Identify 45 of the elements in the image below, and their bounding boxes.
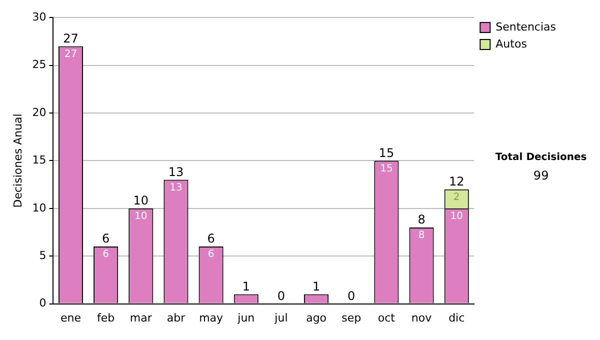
data-label: 2 [453, 192, 460, 203]
x-tick-label: nov [411, 311, 432, 324]
total-label: 13 [168, 164, 184, 179]
x-tick-label: sep [342, 311, 362, 324]
x-tick-label: mar [130, 311, 152, 324]
x-tick-label: abr [166, 311, 186, 324]
x-tick-label: ene [60, 311, 82, 324]
total-label: 1 [312, 279, 320, 294]
data-label: 10 [450, 210, 463, 222]
total-label: 6 [102, 232, 110, 246]
x-tick-label: may [199, 311, 224, 324]
y-tick-label: 15 [32, 154, 46, 167]
y-tick-label: 0 [39, 296, 46, 310]
y-tick-label: 5 [39, 248, 46, 262]
x-tick-label: jun [236, 311, 255, 324]
data-label: 6 [208, 249, 214, 260]
legend-label: Sentencias [496, 20, 556, 34]
total-label: 1 [242, 279, 250, 294]
data-label: 27 [64, 48, 78, 60]
total-label: 0 [348, 288, 356, 303]
y-tick-label: 25 [32, 58, 46, 72]
total-label: 27 [63, 31, 78, 46]
y-axis-title: Decisiones Anual [11, 114, 24, 208]
y-tick-label: 20 [32, 106, 46, 119]
total-label: 10 [133, 194, 149, 208]
text: Total Decisiones [495, 152, 587, 164]
y-tick-label: 30 [32, 10, 46, 24]
text: 99 [533, 168, 549, 183]
total-label: 8 [418, 212, 426, 227]
data-label: 10 [134, 210, 148, 222]
data-label: 13 [170, 182, 182, 194]
y-tick-label: 10 [32, 201, 46, 214]
x-tick-label: oct [378, 311, 396, 324]
x-tick-label: jul [274, 311, 288, 324]
x-tick-label: ago [306, 311, 327, 324]
data-label: 8 [418, 230, 425, 242]
total-label: 15 [378, 146, 394, 160]
total-label: 12 [448, 174, 464, 188]
x-tick-label: dic [448, 311, 465, 324]
total-label: 0 [277, 288, 286, 303]
x-tick-label: feb [97, 311, 115, 324]
legend-label: Autos [496, 37, 528, 50]
total-label: 6 [207, 232, 215, 246]
data-label: 6 [102, 249, 110, 260]
data-label: 15 [380, 163, 393, 174]
